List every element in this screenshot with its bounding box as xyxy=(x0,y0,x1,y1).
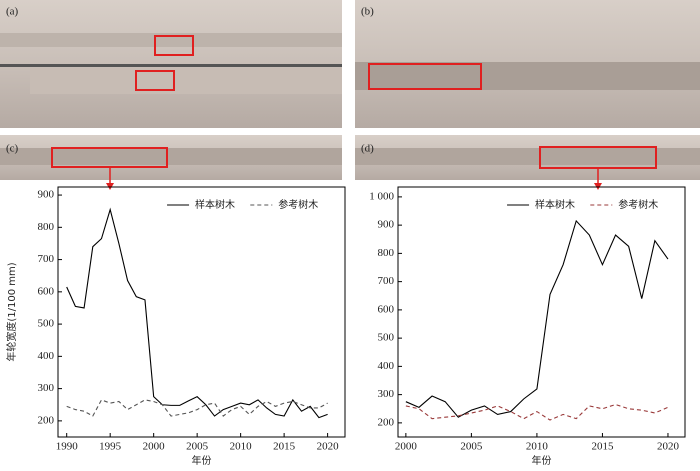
x-axis-label: 年份 xyxy=(192,454,212,467)
photo-strip xyxy=(30,68,342,94)
y-tick-label: 200 xyxy=(38,414,55,426)
y-tick-label: 500 xyxy=(38,318,55,330)
y-tick-label: 400 xyxy=(378,360,395,372)
legend-label: 参考树木 xyxy=(618,198,658,211)
x-tick-label: 2020 xyxy=(317,441,340,453)
series-line xyxy=(405,219,669,418)
x-tick-label: 2010 xyxy=(526,441,549,453)
y-axis-label: 年轮宽度(1/100 mm) xyxy=(5,262,18,361)
y-tick-label: 500 xyxy=(378,332,395,344)
y-tick-label: 600 xyxy=(38,285,55,297)
series-line xyxy=(405,403,669,421)
plot-frame xyxy=(397,186,686,438)
x-tick-label: 2005 xyxy=(186,441,209,453)
x-tick-label: 1995 xyxy=(99,441,122,453)
y-tick-label: 900 xyxy=(38,189,55,201)
x-tick-label: 1990 xyxy=(56,441,79,453)
x-tick-label: 2015 xyxy=(591,441,614,453)
x-tick-label: 2005 xyxy=(460,441,483,453)
y-tick-label: 300 xyxy=(378,388,395,400)
panel-label: (d) xyxy=(361,143,374,155)
highlight-box xyxy=(135,70,175,91)
highlight-box xyxy=(368,63,482,90)
photo-strip xyxy=(355,62,700,90)
panel-label: (a) xyxy=(6,6,19,18)
y-tick-label: 900 xyxy=(378,219,395,231)
y-tick-label: 300 xyxy=(38,382,55,394)
panel-label: (c) xyxy=(6,143,19,155)
x-tick-label: 2000 xyxy=(143,441,166,453)
y-tick-label: 800 xyxy=(38,221,55,233)
y-tick-label: 1 000 xyxy=(369,190,394,202)
y-tick-label: 200 xyxy=(378,416,395,428)
series-line xyxy=(66,399,328,417)
photo-strip xyxy=(355,148,700,165)
photo-strip xyxy=(0,64,342,67)
y-tick-label: 700 xyxy=(378,275,395,287)
y-tick-label: 700 xyxy=(38,253,55,265)
photo-strip xyxy=(0,33,342,47)
x-axis-label: 年份 xyxy=(532,454,552,467)
x-tick-label: 2015 xyxy=(273,441,296,453)
legend-label: 样本树木 xyxy=(195,198,235,211)
x-tick-label: 2010 xyxy=(230,441,253,453)
highlight-box xyxy=(154,35,194,56)
x-tick-label: 2020 xyxy=(657,441,680,453)
series-line xyxy=(66,207,328,419)
plot-frame xyxy=(57,186,346,438)
y-tick-label: 600 xyxy=(378,303,395,315)
y-tick-label: 400 xyxy=(38,350,55,362)
legend-label: 样本树木 xyxy=(535,198,575,211)
legend-label: 参考树木 xyxy=(278,198,318,211)
y-tick-label: 800 xyxy=(378,247,395,259)
x-tick-label: 2000 xyxy=(395,441,418,453)
panel-label: (b) xyxy=(361,6,374,18)
photo-strip xyxy=(0,148,342,165)
